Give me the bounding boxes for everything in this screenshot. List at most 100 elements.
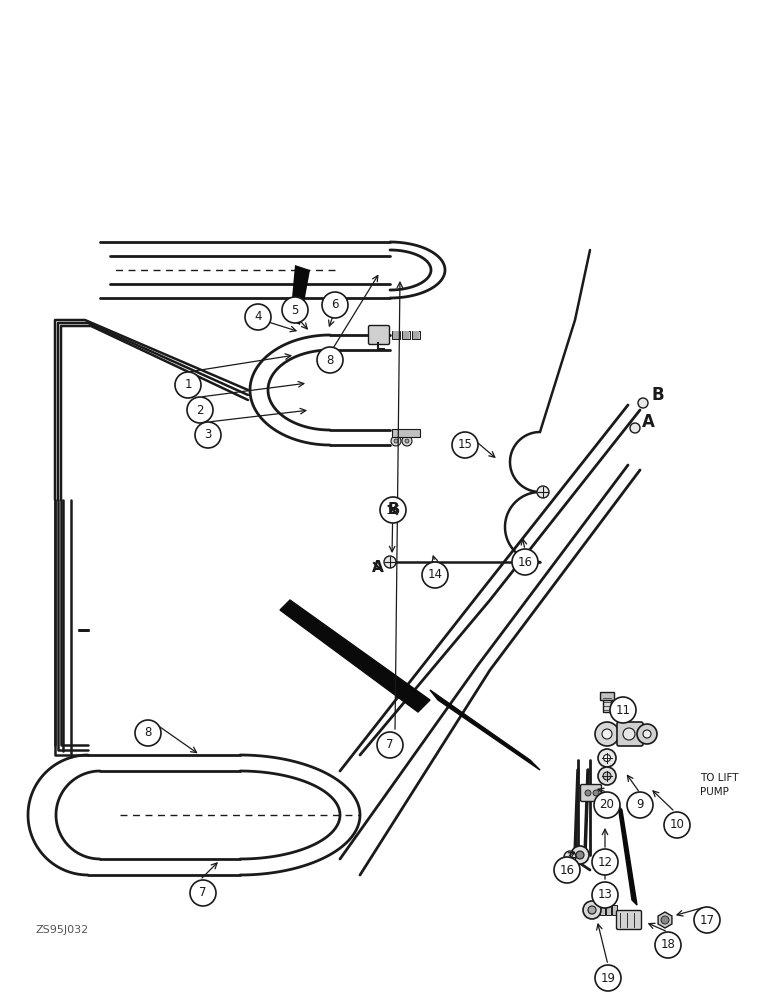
Circle shape — [661, 916, 669, 924]
Circle shape — [627, 792, 653, 818]
Circle shape — [655, 932, 681, 958]
Circle shape — [564, 851, 576, 863]
Circle shape — [576, 851, 584, 859]
Text: 18: 18 — [661, 938, 676, 952]
Text: 8: 8 — [144, 726, 151, 740]
Text: 6: 6 — [331, 298, 339, 312]
Circle shape — [595, 722, 619, 746]
Circle shape — [391, 436, 401, 446]
Circle shape — [384, 556, 396, 568]
Circle shape — [377, 732, 403, 758]
Circle shape — [602, 729, 612, 739]
Text: 3: 3 — [205, 428, 212, 442]
Text: 4: 4 — [254, 310, 262, 324]
Text: 1: 1 — [185, 378, 191, 391]
Circle shape — [571, 846, 589, 864]
Text: A: A — [372, 560, 384, 574]
Text: 16: 16 — [560, 863, 574, 876]
Text: 13: 13 — [598, 888, 612, 902]
Text: 15: 15 — [458, 438, 472, 452]
Circle shape — [637, 724, 657, 744]
Circle shape — [593, 790, 599, 796]
Circle shape — [603, 772, 611, 780]
Circle shape — [592, 849, 618, 875]
Circle shape — [402, 436, 412, 446]
Bar — [612, 905, 617, 915]
Text: ZS95J032: ZS95J032 — [35, 925, 88, 935]
Text: 7: 7 — [386, 738, 394, 752]
Bar — [393, 331, 399, 339]
Circle shape — [322, 292, 348, 318]
Bar — [600, 905, 605, 915]
Circle shape — [664, 812, 690, 838]
Circle shape — [317, 347, 343, 373]
FancyBboxPatch shape — [581, 784, 601, 802]
Text: 5: 5 — [291, 304, 299, 316]
Text: 20: 20 — [600, 798, 615, 812]
Bar — [412, 331, 420, 339]
Bar — [403, 331, 409, 339]
FancyBboxPatch shape — [368, 326, 390, 344]
Circle shape — [630, 423, 640, 433]
Circle shape — [175, 372, 201, 398]
Circle shape — [135, 720, 161, 746]
Text: B: B — [652, 386, 665, 404]
Polygon shape — [290, 265, 310, 325]
Circle shape — [422, 562, 448, 588]
Circle shape — [245, 304, 271, 330]
Text: 11: 11 — [615, 704, 631, 716]
Circle shape — [512, 549, 538, 575]
Text: 10: 10 — [669, 818, 685, 832]
Circle shape — [610, 697, 636, 723]
FancyBboxPatch shape — [617, 722, 643, 746]
Text: 2: 2 — [196, 403, 204, 416]
Circle shape — [588, 906, 596, 914]
Text: 12: 12 — [598, 856, 612, 868]
Circle shape — [638, 398, 648, 408]
Bar — [413, 331, 419, 339]
Text: 16: 16 — [517, 556, 533, 568]
Circle shape — [405, 439, 409, 443]
Circle shape — [694, 907, 720, 933]
Text: 17: 17 — [699, 914, 715, 926]
Polygon shape — [618, 805, 637, 905]
Circle shape — [394, 439, 398, 443]
Circle shape — [452, 432, 478, 458]
Circle shape — [195, 422, 221, 448]
Polygon shape — [658, 912, 672, 928]
Text: TO LIFT
PUMP: TO LIFT PUMP — [700, 773, 739, 797]
Polygon shape — [280, 600, 430, 712]
Circle shape — [592, 882, 618, 908]
Circle shape — [583, 901, 601, 919]
Bar — [402, 331, 410, 339]
Circle shape — [380, 497, 406, 523]
Text: 19: 19 — [601, 972, 615, 984]
Circle shape — [598, 749, 616, 767]
Text: A: A — [642, 413, 655, 431]
Bar — [606, 905, 611, 915]
Circle shape — [643, 730, 651, 738]
Text: B: B — [388, 502, 399, 518]
Bar — [600, 692, 614, 700]
Circle shape — [594, 792, 620, 818]
Text: 14: 14 — [428, 568, 442, 582]
Text: 8: 8 — [327, 354, 334, 366]
Bar — [392, 429, 420, 437]
Circle shape — [598, 767, 616, 785]
Bar — [392, 331, 400, 339]
Text: 9: 9 — [636, 798, 644, 812]
Circle shape — [190, 880, 216, 906]
Circle shape — [554, 857, 580, 883]
Circle shape — [585, 790, 591, 796]
Circle shape — [604, 754, 611, 762]
Circle shape — [595, 965, 621, 991]
Circle shape — [623, 728, 635, 740]
Bar — [603, 694, 611, 712]
Circle shape — [537, 486, 549, 498]
FancyBboxPatch shape — [617, 910, 642, 930]
Text: 7: 7 — [199, 886, 207, 900]
Text: 16: 16 — [385, 504, 401, 516]
Polygon shape — [430, 690, 540, 770]
Circle shape — [187, 397, 213, 423]
Circle shape — [282, 297, 308, 323]
